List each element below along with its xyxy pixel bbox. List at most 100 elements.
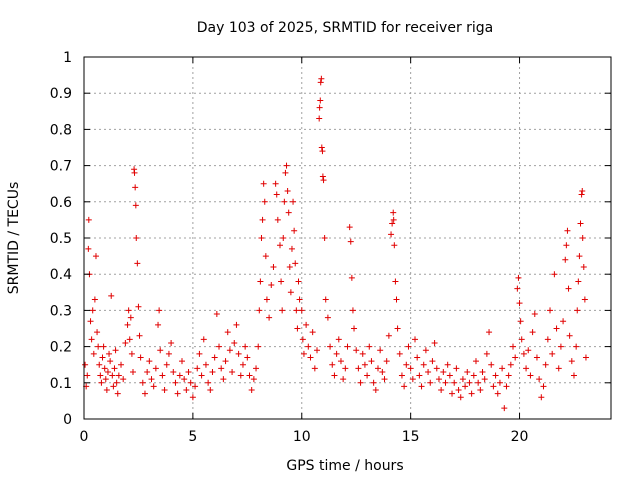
data-point xyxy=(492,372,499,379)
data-point xyxy=(101,365,108,372)
data-point xyxy=(283,162,290,169)
chart-title: Day 103 of 2025, SRMTID for receiver rig… xyxy=(197,20,494,36)
data-point xyxy=(248,387,255,394)
data-point xyxy=(560,318,567,325)
x-tick-labels: 0 5 10 15 20 xyxy=(80,429,529,445)
data-point xyxy=(425,368,432,375)
data-point xyxy=(412,336,419,343)
data-point xyxy=(438,387,445,394)
data-point xyxy=(88,336,95,343)
data-point xyxy=(194,365,201,372)
data-point xyxy=(351,325,358,332)
data-point xyxy=(300,350,307,357)
data-point xyxy=(536,376,543,383)
data-point xyxy=(580,263,587,270)
data-point xyxy=(287,289,294,296)
data-point xyxy=(309,329,316,336)
data-point xyxy=(246,372,253,379)
data-point xyxy=(568,358,575,365)
y-tick-label: 0.1 xyxy=(50,376,72,392)
data-point xyxy=(255,343,262,350)
data-point xyxy=(579,235,586,241)
data-point xyxy=(563,242,570,249)
data-point xyxy=(272,180,279,187)
data-point xyxy=(582,354,589,361)
data-point xyxy=(422,347,429,354)
data-point xyxy=(466,379,473,386)
data-point xyxy=(578,191,585,198)
data-point xyxy=(239,361,246,368)
data-point xyxy=(527,372,534,379)
data-point xyxy=(115,372,122,379)
data-point xyxy=(295,278,302,285)
data-point xyxy=(462,383,469,390)
data-point xyxy=(477,387,484,394)
data-point xyxy=(280,235,287,241)
data-points xyxy=(82,75,589,412)
data-point xyxy=(318,144,325,151)
data-point xyxy=(403,361,410,368)
data-point xyxy=(547,307,554,314)
data-point xyxy=(459,376,466,383)
data-point xyxy=(444,361,451,368)
y-axis-label: SRMTID / TECUs xyxy=(6,182,22,295)
data-point xyxy=(218,365,225,372)
data-point xyxy=(189,394,196,401)
data-point xyxy=(155,321,162,328)
data-point xyxy=(284,187,291,194)
x-tick-label: 0 xyxy=(80,429,89,445)
data-point xyxy=(133,235,140,241)
data-point xyxy=(353,347,360,354)
data-point xyxy=(557,343,564,350)
data-point xyxy=(517,318,524,325)
y-tick-label: 0.5 xyxy=(50,231,72,247)
data-point xyxy=(381,376,388,383)
data-point xyxy=(366,343,373,350)
data-point xyxy=(515,274,522,281)
data-point xyxy=(418,383,425,390)
data-point xyxy=(494,390,501,397)
x-tick-label: 10 xyxy=(293,429,311,445)
data-point xyxy=(331,372,338,379)
data-point xyxy=(303,321,310,328)
y-tick-label: 0 xyxy=(63,412,72,428)
data-point xyxy=(286,263,293,270)
data-point xyxy=(433,365,440,372)
data-point xyxy=(337,358,344,365)
data-point xyxy=(468,390,475,397)
data-point xyxy=(533,354,540,361)
data-point xyxy=(479,368,486,375)
data-point xyxy=(274,216,281,223)
data-point xyxy=(134,260,141,267)
data-point xyxy=(307,354,314,361)
data-point xyxy=(237,372,244,379)
data-point xyxy=(163,361,170,368)
data-point xyxy=(152,365,159,372)
data-point xyxy=(512,354,519,361)
data-point xyxy=(178,358,185,365)
data-point xyxy=(124,321,131,328)
x-axis-label: GPS time / hours xyxy=(286,458,403,474)
data-point xyxy=(150,383,157,390)
data-point xyxy=(281,198,288,205)
data-point xyxy=(531,311,538,318)
data-point xyxy=(98,379,105,386)
data-point xyxy=(510,343,517,350)
grid-lines xyxy=(84,57,611,419)
y-tick-label: 0.4 xyxy=(50,267,72,283)
data-point xyxy=(324,314,331,321)
data-point xyxy=(148,376,155,383)
data-point xyxy=(128,350,135,357)
data-point xyxy=(442,379,449,386)
y-tick-label: 1 xyxy=(63,50,72,66)
data-point xyxy=(168,339,175,346)
data-point xyxy=(108,292,115,299)
data-point xyxy=(388,231,395,238)
data-point xyxy=(409,376,416,383)
data-point xyxy=(262,253,269,260)
data-point xyxy=(89,307,96,314)
data-point xyxy=(96,361,103,368)
data-point xyxy=(396,350,403,357)
x-tick-label: 5 xyxy=(188,429,197,445)
data-point xyxy=(196,350,203,357)
